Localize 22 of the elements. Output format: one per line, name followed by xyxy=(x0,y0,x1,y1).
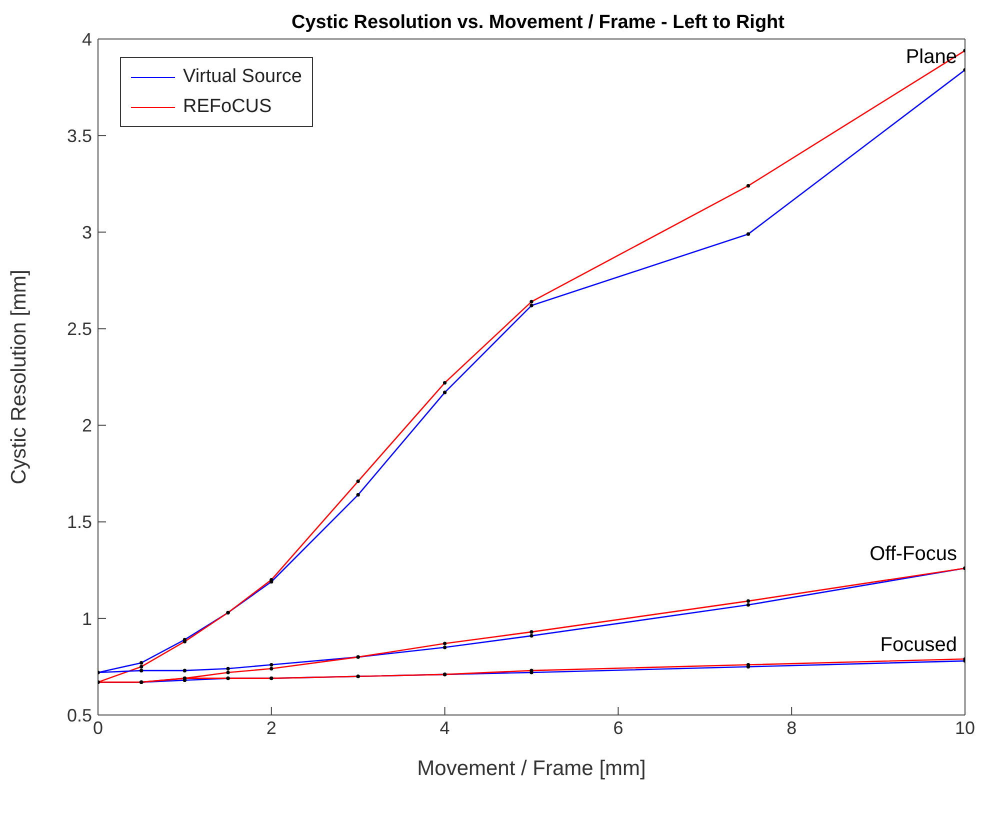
x-tick-label: 8 xyxy=(786,718,797,738)
x-tick-label: 6 xyxy=(613,718,624,738)
x-tick-label: 2 xyxy=(266,718,276,738)
x-axis-title: Movement / Frame [mm] xyxy=(417,757,646,780)
y-tick-label: 2 xyxy=(82,416,92,436)
x-tick-label: 10 xyxy=(954,718,976,738)
annotation: Off-Focus xyxy=(870,543,957,566)
legend-label: Virtual Source xyxy=(183,66,302,88)
annotation: Focused xyxy=(880,634,957,656)
y-tick-label: 1.5 xyxy=(66,512,92,532)
x-tick-label: 4 xyxy=(440,718,450,738)
annotation: Plane xyxy=(906,46,957,68)
y-tick-label: 2.5 xyxy=(66,319,92,340)
y-tick-label: 3.5 xyxy=(66,126,92,146)
y-tick-label: 0.5 xyxy=(66,705,92,726)
legend-label: REFoCUS xyxy=(183,96,272,118)
y-axis-title: Cystic Resolution [mm] xyxy=(7,270,30,484)
y-tick-label: 4 xyxy=(82,29,92,50)
x-tick-label: 0 xyxy=(92,718,104,738)
chart-title: Cystic Resolution vs. Movement / Frame - Left to Right xyxy=(291,12,786,33)
y-tick-label: 1 xyxy=(82,608,92,629)
y-tick-label: 3 xyxy=(82,222,92,243)
